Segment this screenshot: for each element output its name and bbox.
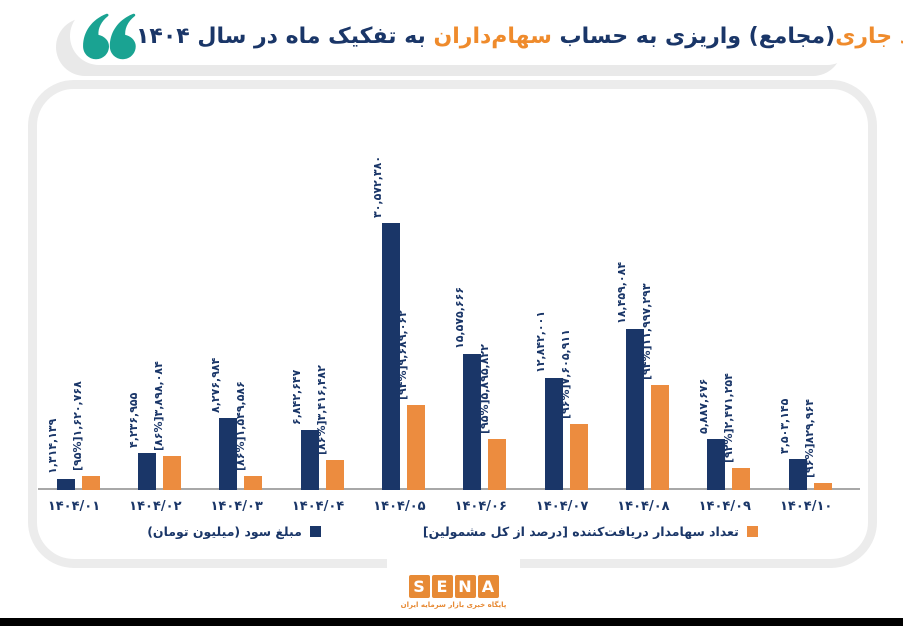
- x-axis-label: ۱۴۰۴/۰۳: [210, 499, 263, 514]
- value-label-profit: ۵,۸۸۷,۶۷۶: [696, 378, 710, 434]
- title-segment-orange: سود جاری: [835, 23, 903, 49]
- logo-subtitle: پایگاه خبری بازار سرمایه ایران: [400, 601, 507, 609]
- value-label-holders: [۸۶%]۳,۴۱۶,۴۸۲: [315, 365, 329, 455]
- title-segment-navy: (مجامع) واریزی به حساب: [551, 23, 836, 49]
- page-title: سود جاری(مجامع) واریزی به حساب سهام‌دارا…: [136, 24, 903, 49]
- profit-swatch-icon: [309, 526, 321, 537]
- bar-profit: [56, 479, 75, 490]
- bar-profit: [544, 378, 563, 490]
- value-label-profit: ۳۰,۵۷۲,۳۸۰: [371, 155, 385, 218]
- value-label-holders: [۹۴%]۱۱,۹۹۷,۲۹۳: [640, 283, 654, 380]
- value-label-profit: ۸,۲۷۶,۹۸۴: [208, 357, 222, 413]
- value-label-profit: ۱,۳۱۴,۱۳۹: [46, 418, 59, 474]
- plot-area: ۱,۳۱۴,۱۳۹ [۹۵%]۱,۶۲۰,۷۶۸ ۱۴۰۴/۰۱ ۴,۲۳۶,۹۵۵ […: [38, 100, 867, 514]
- title-segment-navy: به تفکیک ماه در سال ۱۴۰۴: [136, 23, 434, 49]
- x-axis-label: ۱۴۰۴/۰۷: [535, 499, 589, 514]
- legend-item-holders: تعداد سهامدار دریافت‌کننده [درصد از کل م…: [423, 524, 758, 539]
- value-label-profit: ۴,۲۳۶,۹۵۵: [127, 392, 141, 448]
- bar-holders: [732, 468, 751, 490]
- quote-left-icon: [82, 13, 136, 60]
- value-label-holders: [۹۵%]۱,۶۲۰,۷۶۸: [71, 381, 84, 471]
- value-label-holders: [۸۶%]۳,۸۹۸,۰۸۴: [152, 361, 166, 451]
- bar-profit: [300, 430, 319, 490]
- sena-logo: S E N A: [408, 575, 499, 598]
- legend-label-profit: مبلغ سود (میلیون تومان): [147, 524, 302, 539]
- x-axis-label: ۱۴۰۴/۰۵: [373, 499, 426, 514]
- x-axis-label: ۱۴۰۴/۰۹: [698, 499, 751, 514]
- bar-holders: [244, 476, 263, 490]
- x-axis-label: ۱۴۰۴/۰۱: [47, 499, 101, 514]
- holders-swatch-icon: [746, 526, 758, 537]
- bar-holders: [81, 476, 100, 490]
- value-label-holders: [۹۲%]۲,۴۷۱,۲۵۴: [721, 373, 735, 463]
- x-axis-label: ۱۴۰۴/۰۶: [454, 499, 507, 514]
- value-label-holders: [۹۵%]۵,۸۹۵,۸۲۲: [477, 344, 491, 434]
- bar-holders: [406, 405, 425, 490]
- chart-legend: مبلغ سود (میلیون تومان) تعداد سهامدار در…: [28, 524, 877, 539]
- bar-profit: [137, 453, 156, 490]
- value-label-holders: [۹۴%]۹,۶۸۹,۰۶۲: [396, 310, 410, 400]
- sena-logo-tab: S E N A پایگاه خبری بازار سرمایه ایران: [387, 552, 520, 614]
- bar-holders: [650, 385, 669, 490]
- value-label-profit: ۱۲,۸۴۲,۰۰۱: [534, 310, 548, 373]
- bar-holders: [325, 460, 344, 490]
- value-label-profit: ۱۵,۵۷۵,۶۶۶: [452, 286, 466, 349]
- bar-profit: [707, 439, 726, 490]
- legend-item-profit: مبلغ سود (میلیون تومان): [147, 524, 321, 539]
- x-axis-label: ۱۴۰۴/۰۴: [291, 499, 345, 514]
- bar-profit: [219, 418, 238, 490]
- logo-letter-tile: S: [408, 575, 430, 598]
- logo-letter-tile: A: [477, 575, 499, 598]
- bar-profit: [463, 354, 482, 490]
- value-label-holders: [۸۶%]۱,۵۴۹,۵۸۶: [233, 381, 247, 471]
- logo-letter-tile: E: [431, 575, 453, 598]
- bottom-black-bar: [0, 618, 903, 626]
- bar-holders: [569, 424, 588, 490]
- value-label-holders: [۹۶%]۷,۶۰۵,۹۱۱: [559, 329, 573, 419]
- value-label-holders: [۹۶%]۸۲۹,۹۶۴: [803, 399, 817, 478]
- bar-profit: [788, 459, 807, 490]
- logo-letter-tile: N: [454, 575, 476, 598]
- value-label-profit: ۶,۸۴۲,۶۴۷: [290, 369, 304, 425]
- value-label-profit: ۳,۵۰۳,۱۴۵: [778, 398, 792, 454]
- x-axis-label: ۱۴۰۴/۱۰: [779, 499, 833, 514]
- legend-label-holders: تعداد سهامدار دریافت‌کننده [درصد از کل م…: [422, 524, 739, 539]
- title-segment-orange: سهام‌داران: [433, 23, 552, 49]
- title-pill: سود جاری(مجامع) واریزی به حساب سهام‌دارا…: [70, 7, 903, 65]
- bar-profit: [381, 223, 400, 490]
- bar-holders: [488, 439, 507, 490]
- bar-holders: [162, 456, 181, 490]
- x-axis-label: ۱۴۰۴/۰۸: [617, 499, 670, 514]
- bar-profit: [625, 329, 644, 490]
- x-axis-line: [38, 488, 860, 490]
- value-label-profit: ۱۸,۴۵۹,۰۸۴: [615, 261, 629, 324]
- bar-holders: [813, 483, 832, 490]
- x-axis-label: ۱۴۰۴/۰۲: [129, 499, 182, 514]
